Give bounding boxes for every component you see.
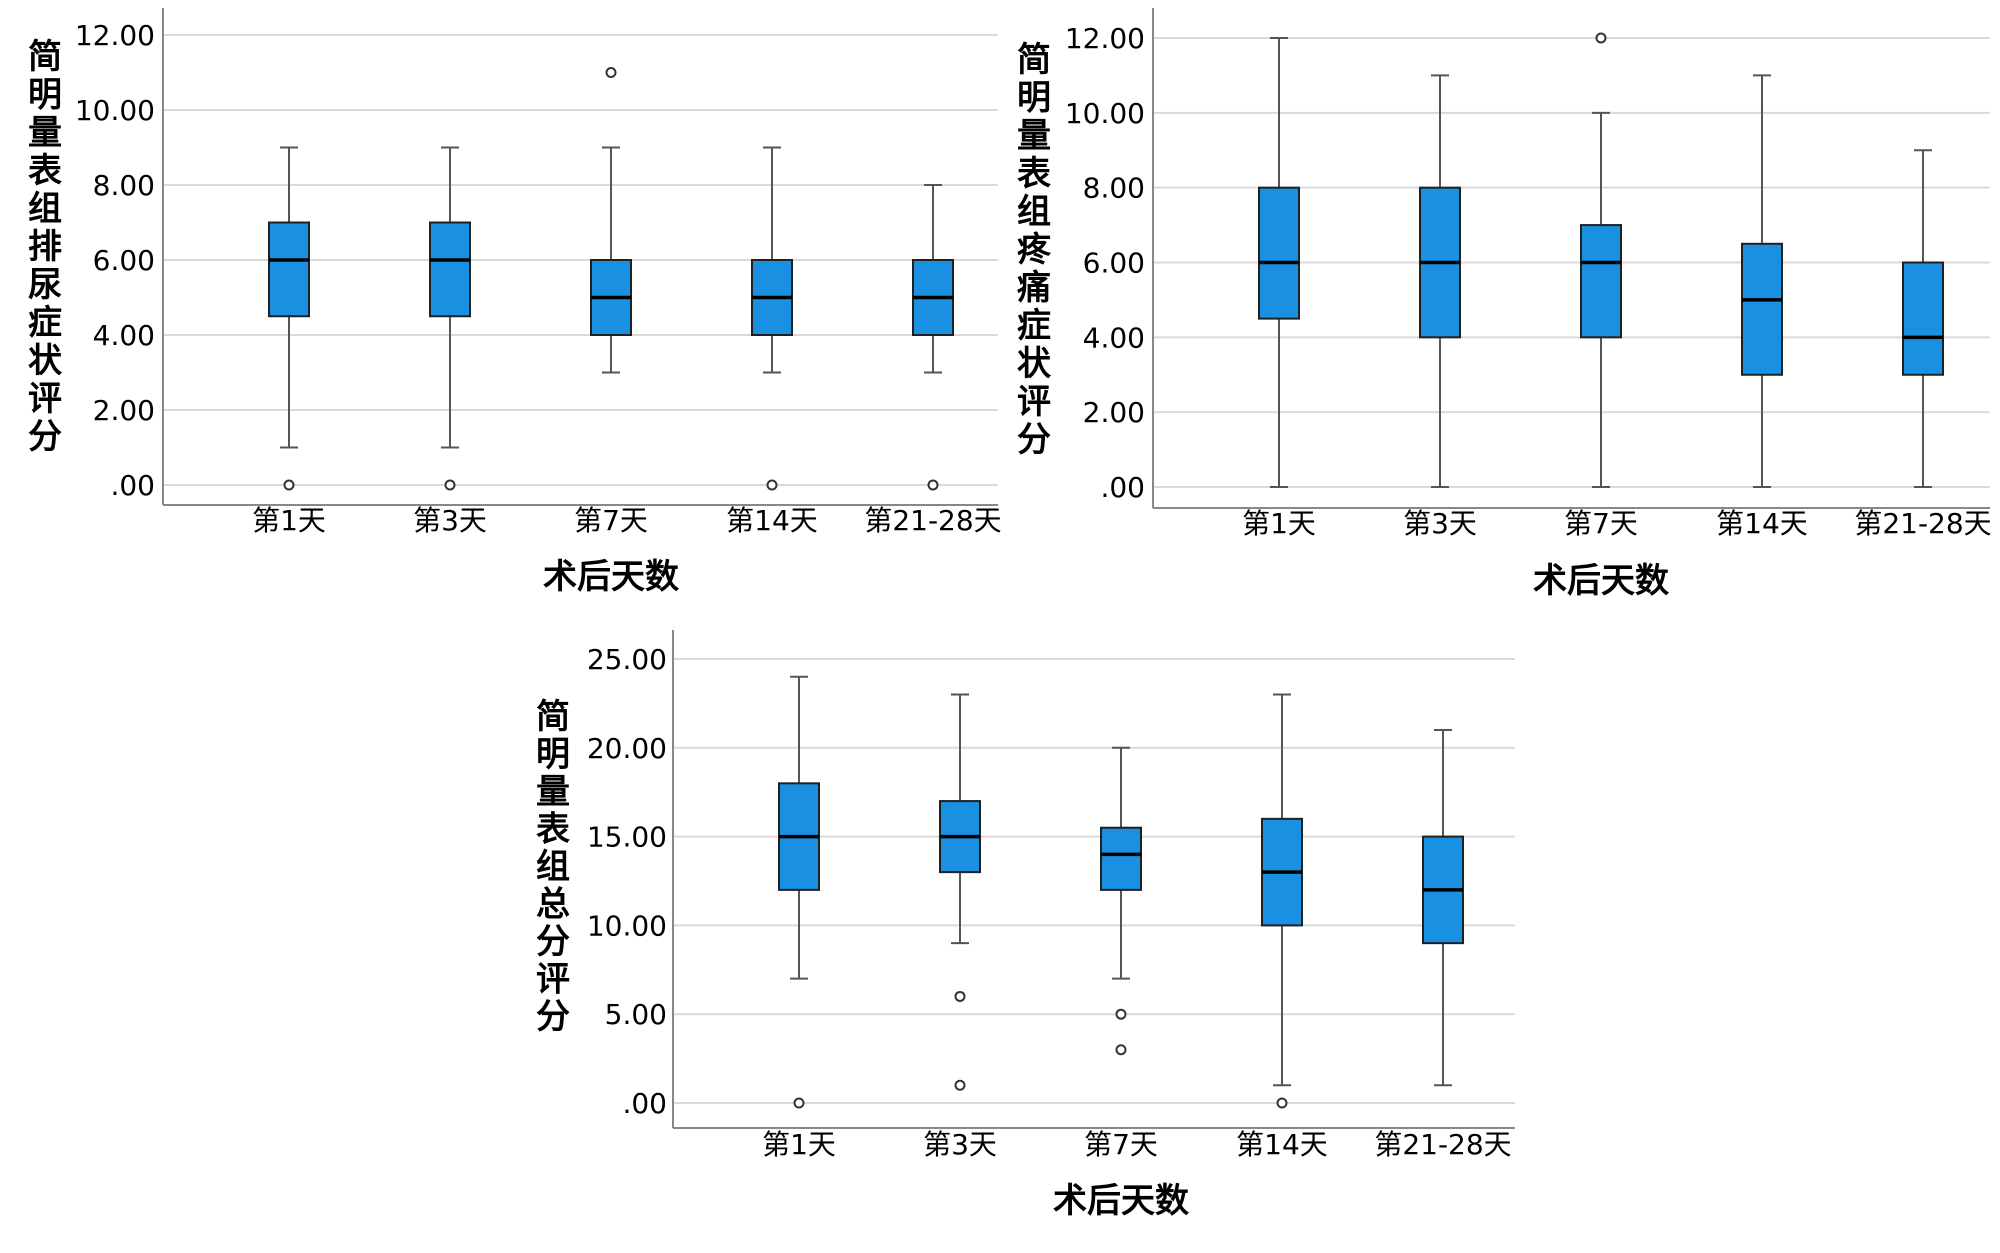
iqr-box [429,221,471,318]
outlier-point [1276,1097,1288,1109]
y-tick-label: 12.00 [75,19,155,52]
y-tick-label: 10.00 [75,94,155,127]
y-tick-label: .00 [110,469,155,502]
y-axis-title: 简明量表组疼痛症状评分 [1017,40,1052,460]
x-tick-label: 第1天 [252,504,326,537]
box-4 [1741,74,1783,488]
box-5 [1902,149,1944,488]
box-2 [1419,74,1461,488]
y-tick-label: 8.00 [93,169,155,202]
y-tick-label: 2.00 [93,394,155,427]
y-tick-label: 8.00 [1083,172,1145,205]
y-tick-label: 25.00 [587,643,667,676]
x-axis-title: 术后天数 [543,557,679,597]
iqr-box [268,221,310,318]
outlier-point [1115,1044,1127,1056]
chart-2: .00 2.00 4.00 6.00 8.00 10.00 12.00 第1天 第3天 第7天 第1… [1017,8,1992,601]
x-tick-label: 第3天 [923,1128,997,1161]
x-tick-label: 第7天 [1564,507,1638,540]
box-4 [751,146,793,491]
y-tick-label: 2.00 [1083,396,1145,429]
iqr-box [1100,826,1142,891]
box-2 [939,693,981,1091]
box-1 [778,675,820,1109]
box-3 [1100,746,1142,1056]
x-axis-title: 术后天数 [1053,1181,1189,1221]
box-2 [429,146,471,491]
y-tick-label: 4.00 [93,319,155,352]
x-tick-label: 第14天 [1236,1128,1328,1161]
y-tick-label: .00 [622,1087,667,1120]
x-tick-label: 第14天 [726,504,818,537]
iqr-box [1580,224,1622,339]
x-tick-label: 第1天 [762,1128,836,1161]
x-tick-label: 第7天 [1084,1128,1158,1161]
box-3 [1580,32,1622,488]
x-tick-label: 第14天 [1716,507,1808,540]
x-tick-label: 第21-28天 [1374,1128,1511,1161]
box-1 [1258,37,1300,488]
x-tick-label: 第3天 [413,504,487,537]
outlier-point [927,479,939,491]
y-tick-label: 20.00 [587,732,667,765]
box-1 [268,146,310,491]
iqr-box [1741,242,1783,376]
y-tick-label: .00 [1100,471,1145,504]
outlier-point [766,479,778,491]
outlier-point [954,1079,966,1091]
outlier-point [444,479,456,491]
iqr-box [1258,186,1300,320]
y-tick-label: 6.00 [1083,247,1145,280]
chart-1: .00 2.00 4.00 6.00 8.00 10.00 12.00 第1天 第3天 第7天 第1… [28,8,1002,597]
box-5 [912,184,954,491]
y-tick-label: 4.00 [1083,321,1145,354]
box-4 [1261,693,1303,1109]
y-tick-label: 6.00 [93,244,155,277]
outlier-point [1595,32,1607,44]
outlier-point [954,990,966,1002]
x-tick-label: 第1天 [1242,507,1316,540]
outlier-point [605,67,617,78]
outlier-point [793,1097,805,1109]
y-tick-label: 12.00 [1065,22,1145,55]
x-tick-label: 第3天 [1403,507,1477,540]
outlier-point [1115,1008,1127,1020]
x-tick-label: 第7天 [574,504,648,537]
x-axis-title: 术后天数 [1533,561,1669,601]
y-tick-label: 10.00 [1065,97,1145,130]
y-tick-label: 5.00 [605,998,667,1031]
x-tick-label: 第21-28天 [864,504,1001,537]
x-tick-label: 第21-28天 [1854,507,1991,540]
y-axis-title: 简明量表组排尿症状评分 [28,37,63,457]
box-5 [1422,729,1464,1087]
y-tick-label: 15.00 [587,821,667,854]
y-axis-title: 简明量表组总分评分 [536,697,570,1037]
chart-3: .00 5.00 10.00 15.00 20.00 25.00 第1天 第3天 第7天 第14天… [536,630,1515,1221]
outlier-point [283,479,295,491]
y-tick-label: 10.00 [587,909,667,942]
box-3 [590,67,632,374]
iqr-box [1902,261,1944,376]
